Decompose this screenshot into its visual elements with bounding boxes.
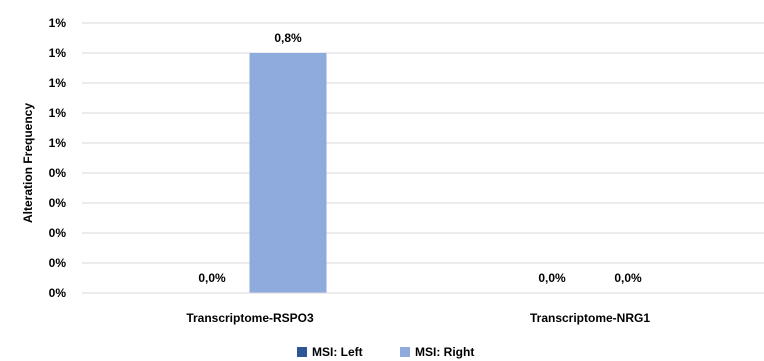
y-tick-label: 1%: [49, 106, 67, 120]
bars: [249, 53, 327, 293]
y-tick-label: 0%: [49, 286, 67, 300]
y-tick-label: 0%: [49, 256, 67, 270]
legend: MSI: Left MSI: Right: [297, 345, 474, 359]
y-tick-label: 1%: [49, 16, 67, 30]
data-label: 0,8%: [274, 31, 302, 45]
y-tick-label: 0%: [49, 166, 67, 180]
y-tick-label: 1%: [49, 136, 67, 150]
gridlines: [82, 22, 764, 264]
data-label: 0,0%: [198, 271, 226, 285]
legend-label: MSI: Right: [415, 345, 474, 359]
y-tick-label: 1%: [49, 76, 67, 90]
legend-swatch: [297, 347, 307, 357]
category-label: Transcriptome-NRG1: [530, 311, 650, 325]
y-tick-label: 1%: [49, 46, 67, 60]
legend-label: MSI: Left: [312, 345, 363, 359]
data-label: 0,0%: [538, 271, 566, 285]
bar-msi-right: [249, 53, 327, 293]
legend-swatch: [400, 347, 410, 357]
data-labels: 0,0% 0,8% 0,0% 0,0%: [198, 31, 642, 285]
data-label: 0,0%: [614, 271, 642, 285]
y-axis-ticks: 0% 0% 0% 0% 0% 1% 1% 1% 1% 1%: [49, 16, 67, 300]
y-tick-label: 0%: [49, 226, 67, 240]
y-tick-label: 0%: [49, 196, 67, 210]
category-labels: Transcriptome-RSPO3 Transcriptome-NRG1: [186, 311, 650, 325]
y-axis-title: Alteration Frequency: [21, 103, 35, 223]
category-label: Transcriptome-RSPO3: [186, 311, 314, 325]
